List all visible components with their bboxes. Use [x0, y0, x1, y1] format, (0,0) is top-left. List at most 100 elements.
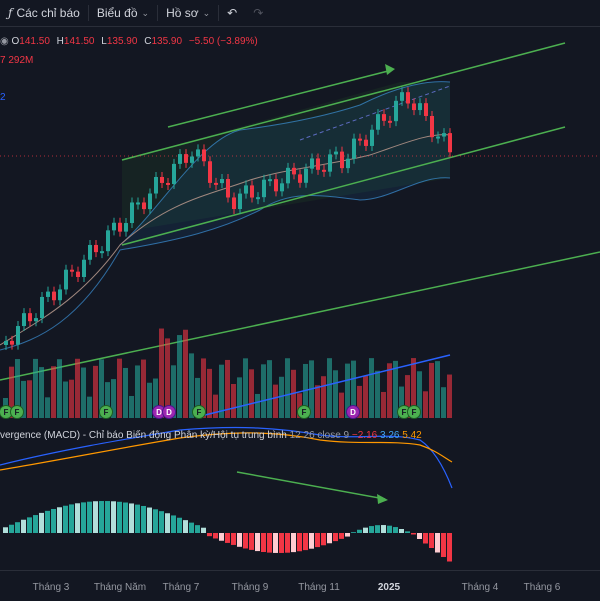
candle-body [124, 223, 128, 232]
histogram-bar [417, 533, 422, 539]
histogram-bar [261, 533, 266, 552]
macd-histogram-value: −2.16 [351, 430, 378, 441]
candle-body [46, 291, 50, 297]
channel-upper-line [121, 42, 566, 161]
volume-bar [249, 369, 254, 418]
histogram-bar [117, 501, 122, 533]
volume-bar [183, 329, 188, 418]
candle-body [160, 176, 164, 183]
histogram-bar [399, 529, 404, 533]
candle-body [382, 114, 386, 121]
histogram-bar [15, 522, 20, 533]
candle-body [274, 179, 278, 192]
histogram-bar [429, 533, 434, 548]
candle-body [256, 197, 260, 200]
histogram-bar [171, 515, 176, 533]
volume-bar [51, 366, 56, 418]
histogram-bar [243, 533, 248, 549]
candle-body [94, 244, 98, 253]
candle-body [148, 193, 152, 210]
undo-icon: ↶ [227, 6, 238, 20]
histogram-bar [183, 520, 188, 533]
undo-button[interactable]: ↶ [219, 0, 245, 26]
histogram-bar [411, 533, 416, 535]
time-axis[interactable]: Tháng 3 Tháng Năm Tháng 7 Tháng 9 Tháng 11 20… [0, 570, 600, 601]
histogram-bar [321, 533, 326, 546]
long-trend-line [0, 251, 600, 381]
histogram-bar [33, 515, 38, 533]
close-key: C [144, 36, 152, 47]
candle-body [76, 271, 80, 277]
time-axis-label: Tháng 9 [231, 582, 269, 593]
chart-menu-button[interactable]: Biểu đồ ⌄ [89, 0, 157, 26]
candle-body [214, 182, 218, 185]
candle-body [136, 202, 140, 205]
financial-event-marker[interactable]: F [192, 405, 206, 419]
candle-body [16, 326, 20, 345]
moving-average-line [0, 134, 451, 346]
candle-body [190, 156, 194, 163]
channel-mid-line [299, 85, 451, 141]
candle-body [358, 138, 362, 141]
dividend-event-marker[interactable]: D [346, 405, 360, 419]
indicators-icon: ƒ [8, 6, 13, 20]
financial-event-marker[interactable]: F [407, 405, 421, 419]
chevron-down-icon: ⌄ [141, 7, 150, 18]
candle-body [376, 114, 380, 130]
volume-bar [159, 328, 164, 418]
high-value: 141.50 [63, 36, 95, 47]
histogram-bar [219, 533, 224, 541]
volume-bar [351, 360, 356, 418]
redo-button[interactable]: ↷ [245, 0, 271, 26]
volume-bar [357, 385, 362, 418]
candle-body [52, 291, 56, 301]
histogram-bar [213, 533, 218, 539]
volume-bar [411, 358, 416, 418]
histogram-bar [177, 517, 182, 533]
volume-bar [225, 359, 230, 418]
volume-bar [9, 366, 14, 418]
volume-bar [171, 365, 176, 418]
histogram-bar [21, 519, 26, 533]
candle-body [196, 149, 200, 157]
low-value: 135.90 [106, 36, 138, 47]
candle-body [346, 158, 350, 169]
histogram-bar [285, 533, 290, 553]
candle-body [268, 179, 272, 182]
eye-icon[interactable]: ◉ [0, 36, 12, 47]
dividend-event-marker[interactable]: D [162, 405, 176, 419]
profile-menu-button[interactable]: Hồ sơ ⌄ [158, 0, 218, 26]
histogram-bar [333, 533, 338, 542]
macd-histogram [3, 501, 452, 562]
histogram-bar [345, 533, 350, 537]
open-value: 141.50 [19, 36, 50, 47]
volume-bar [99, 359, 104, 418]
histogram-bar [63, 505, 68, 533]
histogram-bar [237, 533, 242, 547]
candle-body [352, 138, 356, 159]
financial-event-marker[interactable]: F [99, 405, 113, 419]
indicators-button[interactable]: ƒ Các chỉ báo [0, 0, 88, 26]
volume-bar [21, 380, 26, 418]
volume-bar [189, 353, 194, 418]
histogram-bar [339, 533, 344, 539]
candle-body [334, 151, 338, 155]
candle-body [406, 92, 410, 104]
candle-body [424, 103, 428, 116]
volume-bar [207, 368, 212, 418]
volume-bar [39, 367, 44, 418]
histogram-bar [423, 533, 428, 544]
volume-bar [363, 375, 368, 418]
candle-body [118, 222, 122, 232]
volume-bar [135, 365, 140, 418]
signal-line [0, 432, 453, 471]
candle-body [88, 244, 92, 260]
histogram-bar [297, 533, 302, 552]
candle-body [286, 167, 290, 184]
financial-event-marker[interactable]: F [10, 405, 24, 419]
financial-event-marker[interactable]: F [297, 405, 311, 419]
candle-body [370, 129, 374, 146]
volume-bar [273, 384, 278, 418]
volume-bar [285, 358, 290, 418]
